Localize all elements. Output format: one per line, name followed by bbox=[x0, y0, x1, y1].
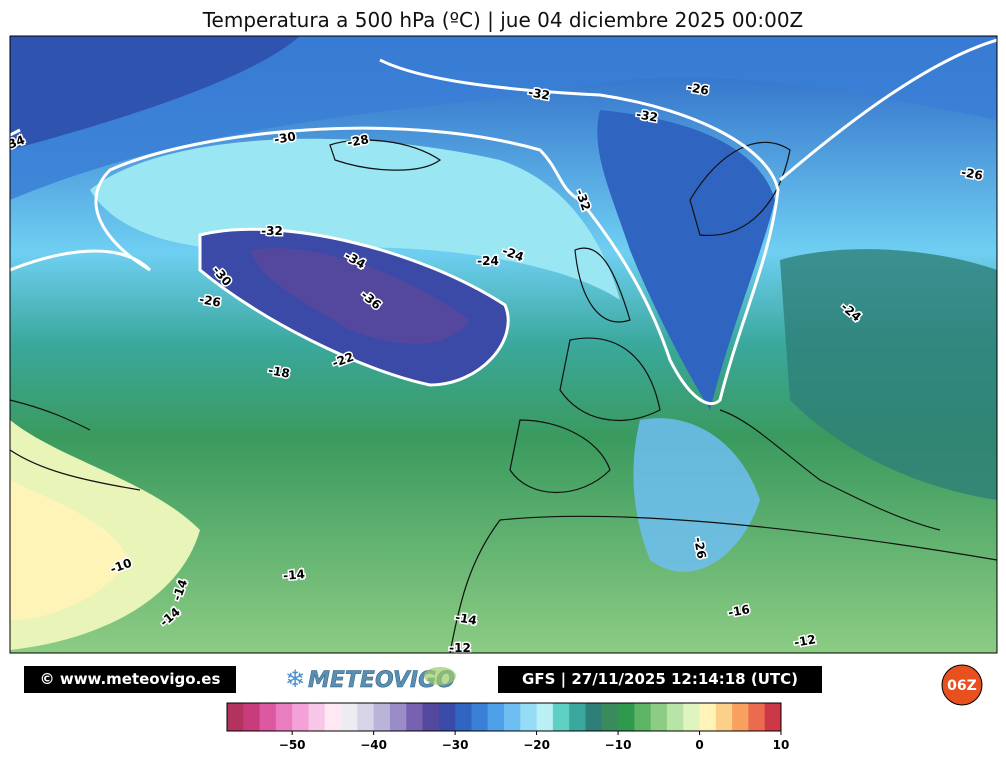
colorbar-segment bbox=[259, 703, 277, 731]
run-box bbox=[498, 666, 822, 693]
contour-label: -32 bbox=[261, 224, 283, 238]
colorbar-tick-label: −10 bbox=[605, 738, 632, 752]
contour-label: -14 bbox=[283, 567, 306, 583]
colorbar-segment bbox=[732, 703, 749, 731]
colorbar-segment bbox=[243, 703, 261, 731]
contour-label: -26 bbox=[198, 292, 222, 310]
colorbar-segment bbox=[341, 703, 358, 731]
colorbar-segment bbox=[275, 703, 293, 731]
colorbar-segment bbox=[422, 703, 440, 731]
colorbar-segment bbox=[764, 703, 782, 731]
colorbar-segment bbox=[536, 703, 554, 731]
contour-label: -30 bbox=[273, 129, 297, 147]
colorbar-tick-label: −40 bbox=[360, 738, 387, 752]
colorbar-frame bbox=[226, 702, 782, 732]
run-badge-circle bbox=[941, 664, 983, 706]
colorbar-tick-label: −50 bbox=[279, 738, 306, 752]
colorbar-segment bbox=[634, 703, 652, 731]
colorbar-segment bbox=[292, 703, 309, 731]
credit: © www.meteovigo.es bbox=[40, 670, 221, 688]
contour-label: -28 bbox=[346, 132, 370, 150]
colorbar-segment bbox=[308, 703, 326, 731]
colorbar-segment bbox=[389, 703, 407, 731]
colorbar-segment bbox=[650, 703, 668, 731]
contour-label: -32 bbox=[527, 85, 551, 103]
colorbar-segment bbox=[748, 703, 766, 731]
contour-label: -14 bbox=[454, 610, 478, 628]
colorbar-segment bbox=[683, 703, 701, 731]
contour-label: -22 bbox=[330, 350, 355, 371]
contour-label: -26 bbox=[691, 536, 709, 560]
map: -34-32 -26-32-30 -28-26-32-32-34 -24 -24-30-… bbox=[10, 36, 997, 655]
colorbar-segment bbox=[552, 703, 570, 731]
contour-label: -12 bbox=[449, 641, 471, 655]
logo-leaf bbox=[424, 667, 456, 685]
map-frame bbox=[9, 35, 998, 654]
colorbar-segment bbox=[520, 703, 538, 731]
contour-label: -24 bbox=[477, 254, 499, 268]
colorbar-segment bbox=[715, 703, 733, 731]
colorbar: −50 −40 −30 −20 −10 0 10 bbox=[226, 702, 790, 752]
colorbar-segment bbox=[471, 703, 489, 731]
contour-label: -18 bbox=[267, 363, 291, 381]
title: Temperatura a 500 hPa (ºC) | jue 04 dici… bbox=[202, 8, 804, 32]
colorbar-segment bbox=[438, 703, 456, 731]
colorbar-segment bbox=[357, 703, 375, 731]
colorbar-segment bbox=[601, 703, 619, 731]
colorbar-segment bbox=[618, 703, 635, 731]
colorbar-segment bbox=[569, 703, 586, 731]
contour-label: -32 bbox=[635, 107, 659, 125]
colorbar-segment bbox=[406, 703, 424, 731]
colorbar-segment bbox=[455, 703, 472, 731]
contour-label: -12 bbox=[793, 632, 817, 650]
colorbar-tick-label: −30 bbox=[442, 738, 469, 752]
colorbar-segment bbox=[699, 703, 717, 731]
colorbar-tick-label: 0 bbox=[695, 738, 703, 752]
colorbar-segment bbox=[504, 703, 521, 731]
model-run: GFS | 27/11/2025 12:14:18 (UTC) bbox=[522, 670, 798, 689]
colorbar-segment bbox=[324, 703, 342, 731]
colorbar-tick-label: 10 bbox=[773, 738, 790, 752]
run-badge: 06Z bbox=[947, 678, 977, 694]
contour-label: -26 bbox=[960, 165, 984, 183]
snowflake-icon: ❄ bbox=[285, 665, 305, 693]
colorbar-tick-label: −20 bbox=[523, 738, 550, 752]
colorbar-segment bbox=[585, 703, 603, 731]
colorbar-segment bbox=[666, 703, 684, 731]
colorbar-segment bbox=[227, 703, 244, 731]
contour-label: -16 bbox=[727, 602, 751, 620]
colorbar-segment bbox=[487, 703, 505, 731]
contour-label: -26 bbox=[686, 80, 710, 98]
colorbar-segment bbox=[373, 703, 391, 731]
credit-box bbox=[24, 666, 236, 693]
